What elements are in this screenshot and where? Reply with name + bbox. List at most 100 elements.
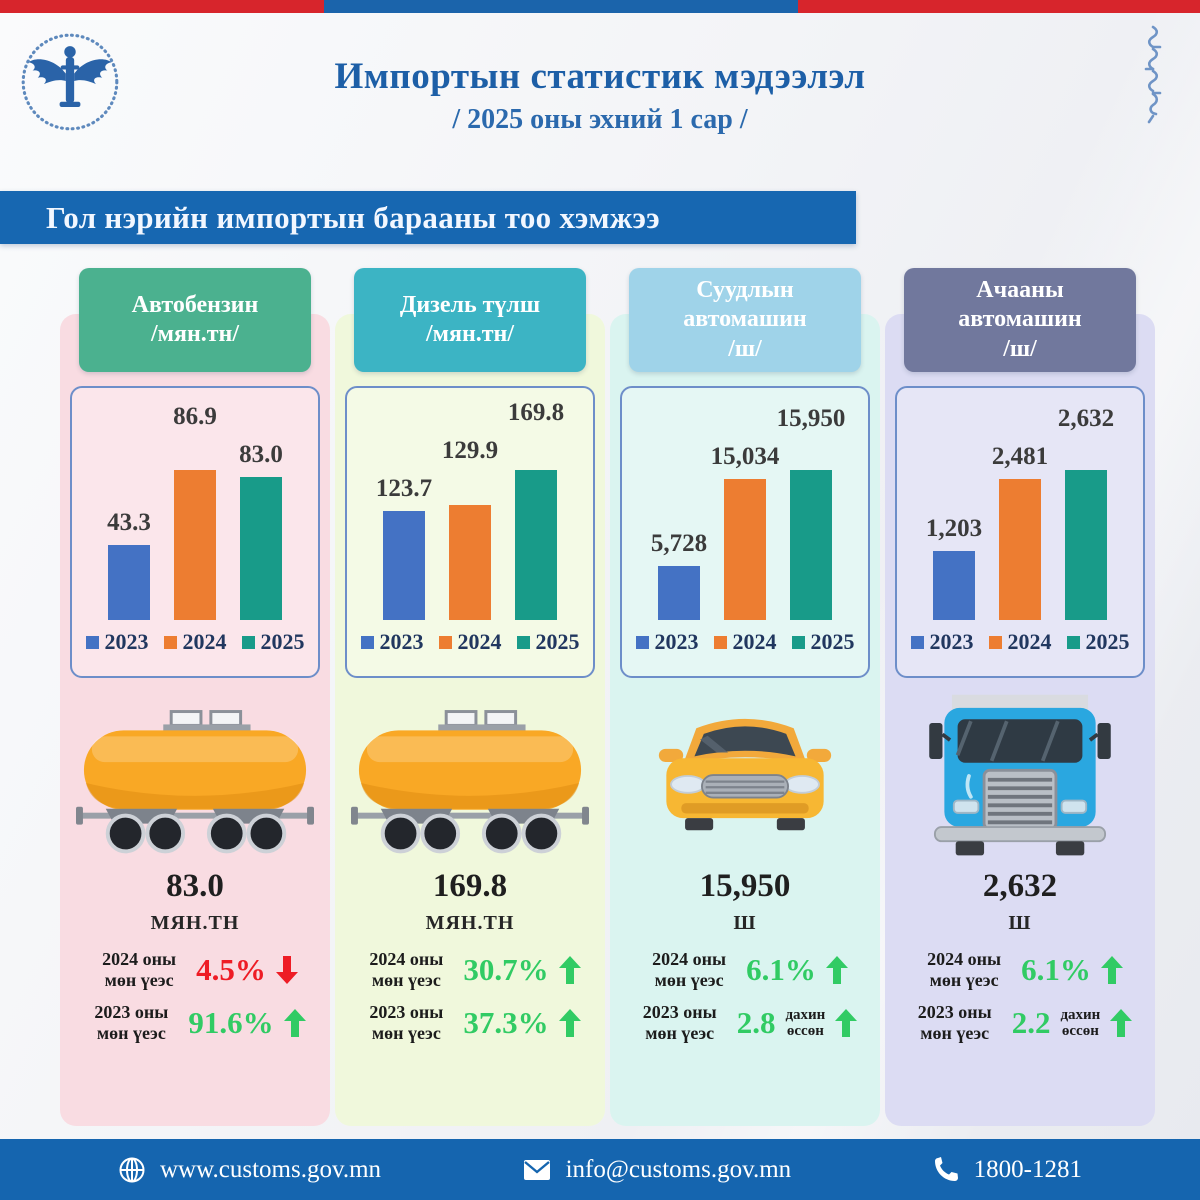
legend-swatch — [1066, 635, 1080, 649]
legend-item: 2025 — [791, 629, 855, 655]
column-gasoline: Автобензин /мян.тн/ 43.3 86.9 83.0 2023 202… — [60, 268, 330, 1126]
column-cars: Суудлын автомашин /ш/ 5,728 15,034 15,950 … — [610, 268, 880, 1126]
page-title: Импортын статистик мэдээлэл — [334, 56, 866, 97]
header-line: /мян.тн/ — [425, 321, 515, 347]
legend-label: 2023 — [379, 629, 424, 654]
header-line: Суудлын — [696, 277, 794, 304]
email-label: info@customs.gov.mn — [565, 1155, 792, 1183]
bar — [174, 470, 216, 620]
legend-item: 2023 — [360, 629, 424, 655]
total-value: 15,950 — [699, 868, 791, 904]
footer-phone: 1800-1281 — [932, 1156, 1082, 1184]
bar-value-label: 2,481 — [991, 443, 1049, 470]
header-line: Дизель түлш — [399, 291, 541, 318]
legend-label: 2023 — [929, 629, 974, 654]
bar-2023: 43.3 — [107, 509, 151, 620]
stat-row: 2023 оны мөн үеэс 91.6% — [60, 1002, 330, 1043]
column-header-diesel: Дизель түлш /мян.тн/ — [354, 268, 586, 372]
legend-label: 2024 — [457, 629, 502, 654]
legend-label: 2025 — [1085, 629, 1130, 654]
column-trucks: Ачааны автомашин /ш/ 1,203 2,481 2,632 202… — [885, 268, 1155, 1126]
bar — [790, 470, 832, 620]
stat-label: 2023 оны мөн үеэс — [94, 1002, 169, 1044]
top-stripe — [0, 0, 1200, 13]
header: Импортын статистик мэдээлэл / 2025 оны э… — [0, 0, 1200, 173]
total-value: 169.8 — [432, 868, 508, 904]
legend-item: 2023 — [635, 629, 699, 655]
car-icon — [610, 678, 880, 874]
bar-2024: 15,034 — [711, 443, 779, 620]
section-title-banner: Гол нэрийн импортын барааны тоо хэмжээ — [0, 191, 856, 244]
stat-label: 2023 оны мөн үеэс — [917, 1002, 992, 1044]
legend-label: 2025 — [810, 629, 855, 654]
stat-row: 2023 оны мөн үеэс 37.3% — [335, 1002, 605, 1043]
bar-plot: 1,203 2,481 2,632 — [901, 394, 1139, 620]
legend-swatch — [713, 635, 727, 649]
stat-value: 6.1% — [746, 951, 816, 987]
stat-value: 6.1% — [1021, 951, 1091, 987]
legend-label: 2024 — [182, 629, 227, 654]
bar — [1065, 470, 1107, 620]
stat-label: 2024 оны мөн үеэс — [102, 949, 177, 990]
legend-swatch — [438, 635, 452, 649]
bar-2023: 123.7 — [376, 475, 432, 620]
stat-value: 30.7% — [463, 951, 549, 987]
legend-swatch — [791, 635, 805, 649]
stat-value: 91.6% — [188, 1005, 274, 1041]
bar-2025: 169.8 — [508, 399, 564, 620]
column-header-trucks: Ачааны автомашин /ш/ — [904, 268, 1136, 372]
stat-row: 2024 оны мөн үеэс 4.5% — [60, 949, 330, 990]
legend-item: 2025 — [516, 629, 580, 655]
stat-value: 2.2 — [1011, 1005, 1051, 1041]
chart-legend: 2023 2024 2025 — [351, 620, 589, 664]
page-subtitle: / 2025 оны эхний 1 сар / — [452, 104, 748, 135]
legend-label: 2023 — [104, 629, 149, 654]
trend-arrow-icon — [825, 955, 848, 984]
stat-value: 4.5% — [196, 951, 266, 987]
customs-logo-icon — [21, 33, 119, 131]
bar-plot: 43.3 86.9 83.0 — [76, 394, 314, 620]
stat-label: 2024 оны мөн үеэс — [369, 949, 444, 990]
columns-container: Автобензин /мян.тн/ 43.3 86.9 83.0 2023 202… — [0, 244, 1200, 1126]
footer-email: info@customs.gov.mn — [522, 1155, 792, 1184]
bar-chart-card: 1,203 2,481 2,632 2023 2024 2025 — [895, 386, 1145, 678]
bar-2025: 83.0 — [239, 441, 283, 620]
stat-value: 37.3% — [463, 1005, 549, 1041]
globe-icon — [119, 1157, 145, 1182]
bar-plot: 5,728 15,034 15,950 — [626, 394, 864, 620]
stat-row: 2024 оны мөн үеэс 6.1% — [885, 949, 1155, 990]
legend-item: 2023 — [910, 629, 974, 655]
column-header-cars: Суудлын автомашин /ш/ — [629, 268, 861, 372]
trend-arrow-icon — [1110, 1009, 1133, 1038]
footer-website: www.customs.gov.mn — [118, 1156, 381, 1184]
fuel-tanker-icon — [335, 678, 605, 874]
stat-row: 2024 оны мөн үеэс 6.1% — [610, 949, 880, 990]
header-line: Автобензин — [131, 291, 259, 318]
legend-swatch — [241, 635, 255, 649]
column-diesel: Дизель түлш /мян.тн/ 123.7 129.9 169.8 202… — [335, 268, 605, 1126]
legend-swatch — [988, 635, 1002, 649]
header-line: /ш/ — [728, 335, 762, 362]
stat-value: 2.8 — [736, 1005, 776, 1041]
bar-value-label: 169.8 — [507, 399, 565, 426]
bar-chart-card: 43.3 86.9 83.0 2023 2024 2025 — [70, 386, 320, 678]
bar-value-label: 43.3 — [107, 509, 151, 536]
total-unit: Ш — [1008, 912, 1032, 934]
legend-label: 2024 — [1007, 629, 1052, 654]
bar-2024: 86.9 — [173, 403, 217, 620]
header-line: /ш/ — [1003, 335, 1037, 362]
legend-swatch — [635, 635, 649, 649]
legend-swatch — [163, 635, 177, 649]
chart-legend: 2023 2024 2025 — [76, 620, 314, 664]
header-line: /мян.тн/ — [150, 321, 240, 347]
total-value: 2,632 — [982, 868, 1058, 904]
section-title: Гол нэрийн импортын барааны тоо хэмжээ — [46, 199, 660, 235]
bar-plot: 123.7 129.9 169.8 — [351, 394, 589, 620]
bar-2024: 129.9 — [442, 437, 498, 620]
legend-swatch — [910, 635, 924, 649]
bar — [658, 566, 700, 620]
total-unit: МЯН.ТН — [150, 912, 240, 934]
total-value: 83.0 — [166, 868, 224, 904]
bar-value-label: 2,632 — [1057, 405, 1115, 432]
